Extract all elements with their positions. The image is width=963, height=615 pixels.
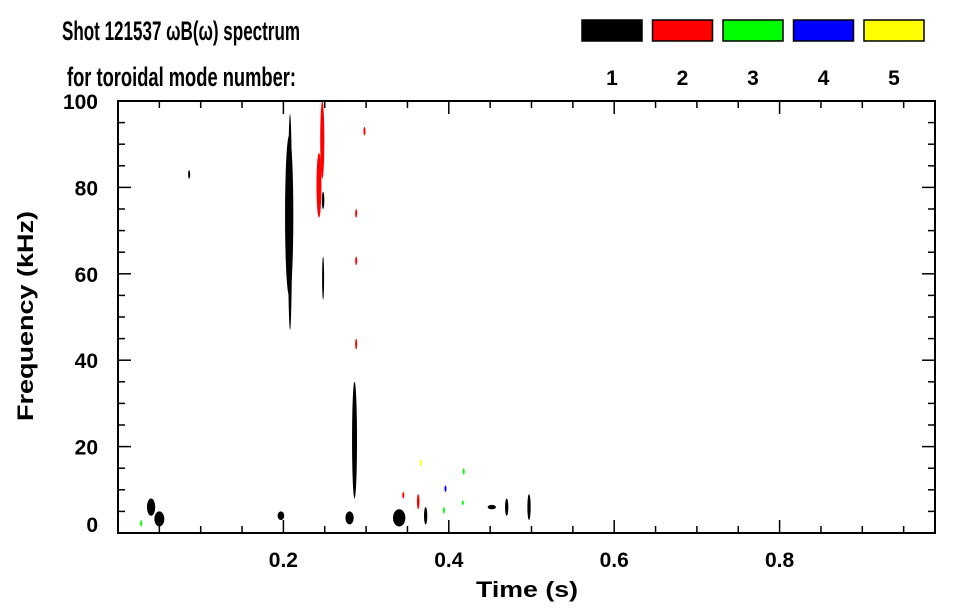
plot-frame xyxy=(117,100,936,534)
spectrum-blob-mode-5 xyxy=(419,459,422,467)
spectrum-blob-mode-4 xyxy=(444,485,447,492)
y-tick-label: 60 xyxy=(75,264,98,287)
spectrum-blob-mode-1 xyxy=(287,113,293,330)
x-axis-label: Time (s) xyxy=(476,577,578,602)
chart-title: Shot 121537 ωB(ω) spectrum xyxy=(62,16,300,46)
x-tick-label: 0.2 xyxy=(269,549,298,572)
legend: 1 2 3 4 5 xyxy=(581,19,925,90)
spectrum-blob-mode-2 xyxy=(355,209,358,218)
spectrum-blob-mode-1 xyxy=(527,494,531,521)
y-tick-label: 100 xyxy=(63,91,98,114)
y-axis-label: Frequency (kHz) xyxy=(13,211,38,421)
spectrum-blob-mode-2 xyxy=(402,491,405,499)
spectrum-blob-mode-3 xyxy=(461,500,464,505)
y-tick-labels: 0 20 40 60 80 100 xyxy=(63,91,98,537)
spectrum-blob-mode-3 xyxy=(462,468,465,475)
y-tick-label: 80 xyxy=(75,177,98,200)
y-tick-label: 40 xyxy=(75,350,98,373)
x-tick-labels: 0.2 0.4 0.6 0.8 xyxy=(269,549,795,572)
spectrum-blob-mode-2 xyxy=(320,101,325,179)
spectrum-blob-mode-3 xyxy=(442,507,445,514)
legend-label-mode-1: 1 xyxy=(606,67,618,90)
spectrum-blob-mode-2 xyxy=(316,152,322,218)
spectrum-blob-mode-2 xyxy=(355,338,358,350)
spectrum-blob-mode-3 xyxy=(140,520,143,527)
legend-swatch-mode-3 xyxy=(722,19,784,42)
x-tick-label: 0.4 xyxy=(434,549,464,572)
spectrum-blob-mode-1 xyxy=(154,511,165,527)
legend-swatch-mode-2 xyxy=(651,19,714,42)
spectrum-blob-mode-1 xyxy=(322,256,325,300)
legend-swatch-mode-5 xyxy=(863,19,925,42)
spectrum-blob-mode-1 xyxy=(321,191,325,209)
x-tick-label: 0.6 xyxy=(600,549,629,572)
legend-swatch-mode-1 xyxy=(581,19,643,42)
spectrum-blob-mode-1 xyxy=(345,511,354,525)
legend-label-mode-4: 4 xyxy=(818,67,830,90)
spectrum-blob-mode-1 xyxy=(505,498,509,516)
spectrum-blob-mode-1 xyxy=(392,509,406,527)
legend-label-mode-2: 2 xyxy=(677,67,689,90)
y-tick-label: 0 xyxy=(86,514,98,537)
legend-label-mode-3: 3 xyxy=(747,67,759,90)
spectrum-blob-mode-1 xyxy=(352,381,358,499)
spectrum-blob-mode-1 xyxy=(188,170,191,179)
spectrum-blob-mode-1 xyxy=(277,511,285,521)
spectrum-blob-mode-1 xyxy=(487,504,496,510)
chart-subtitle: for toroidal mode number: xyxy=(67,62,296,92)
legend-swatch-mode-4 xyxy=(792,19,855,42)
spectrum-blob-mode-2 xyxy=(363,126,366,136)
legend-label-mode-5: 5 xyxy=(888,67,900,90)
y-tick-label: 20 xyxy=(75,437,98,460)
x-tick-label: 0.8 xyxy=(765,549,795,572)
spectrum-blob-mode-2 xyxy=(416,494,420,510)
spectrum-blob-mode-1 xyxy=(146,498,156,516)
spectrum-blob-mode-2 xyxy=(355,256,358,266)
spectrum-blob-mode-1 xyxy=(423,507,428,525)
spectrum-features xyxy=(140,101,531,527)
axis-ticks xyxy=(118,101,935,533)
